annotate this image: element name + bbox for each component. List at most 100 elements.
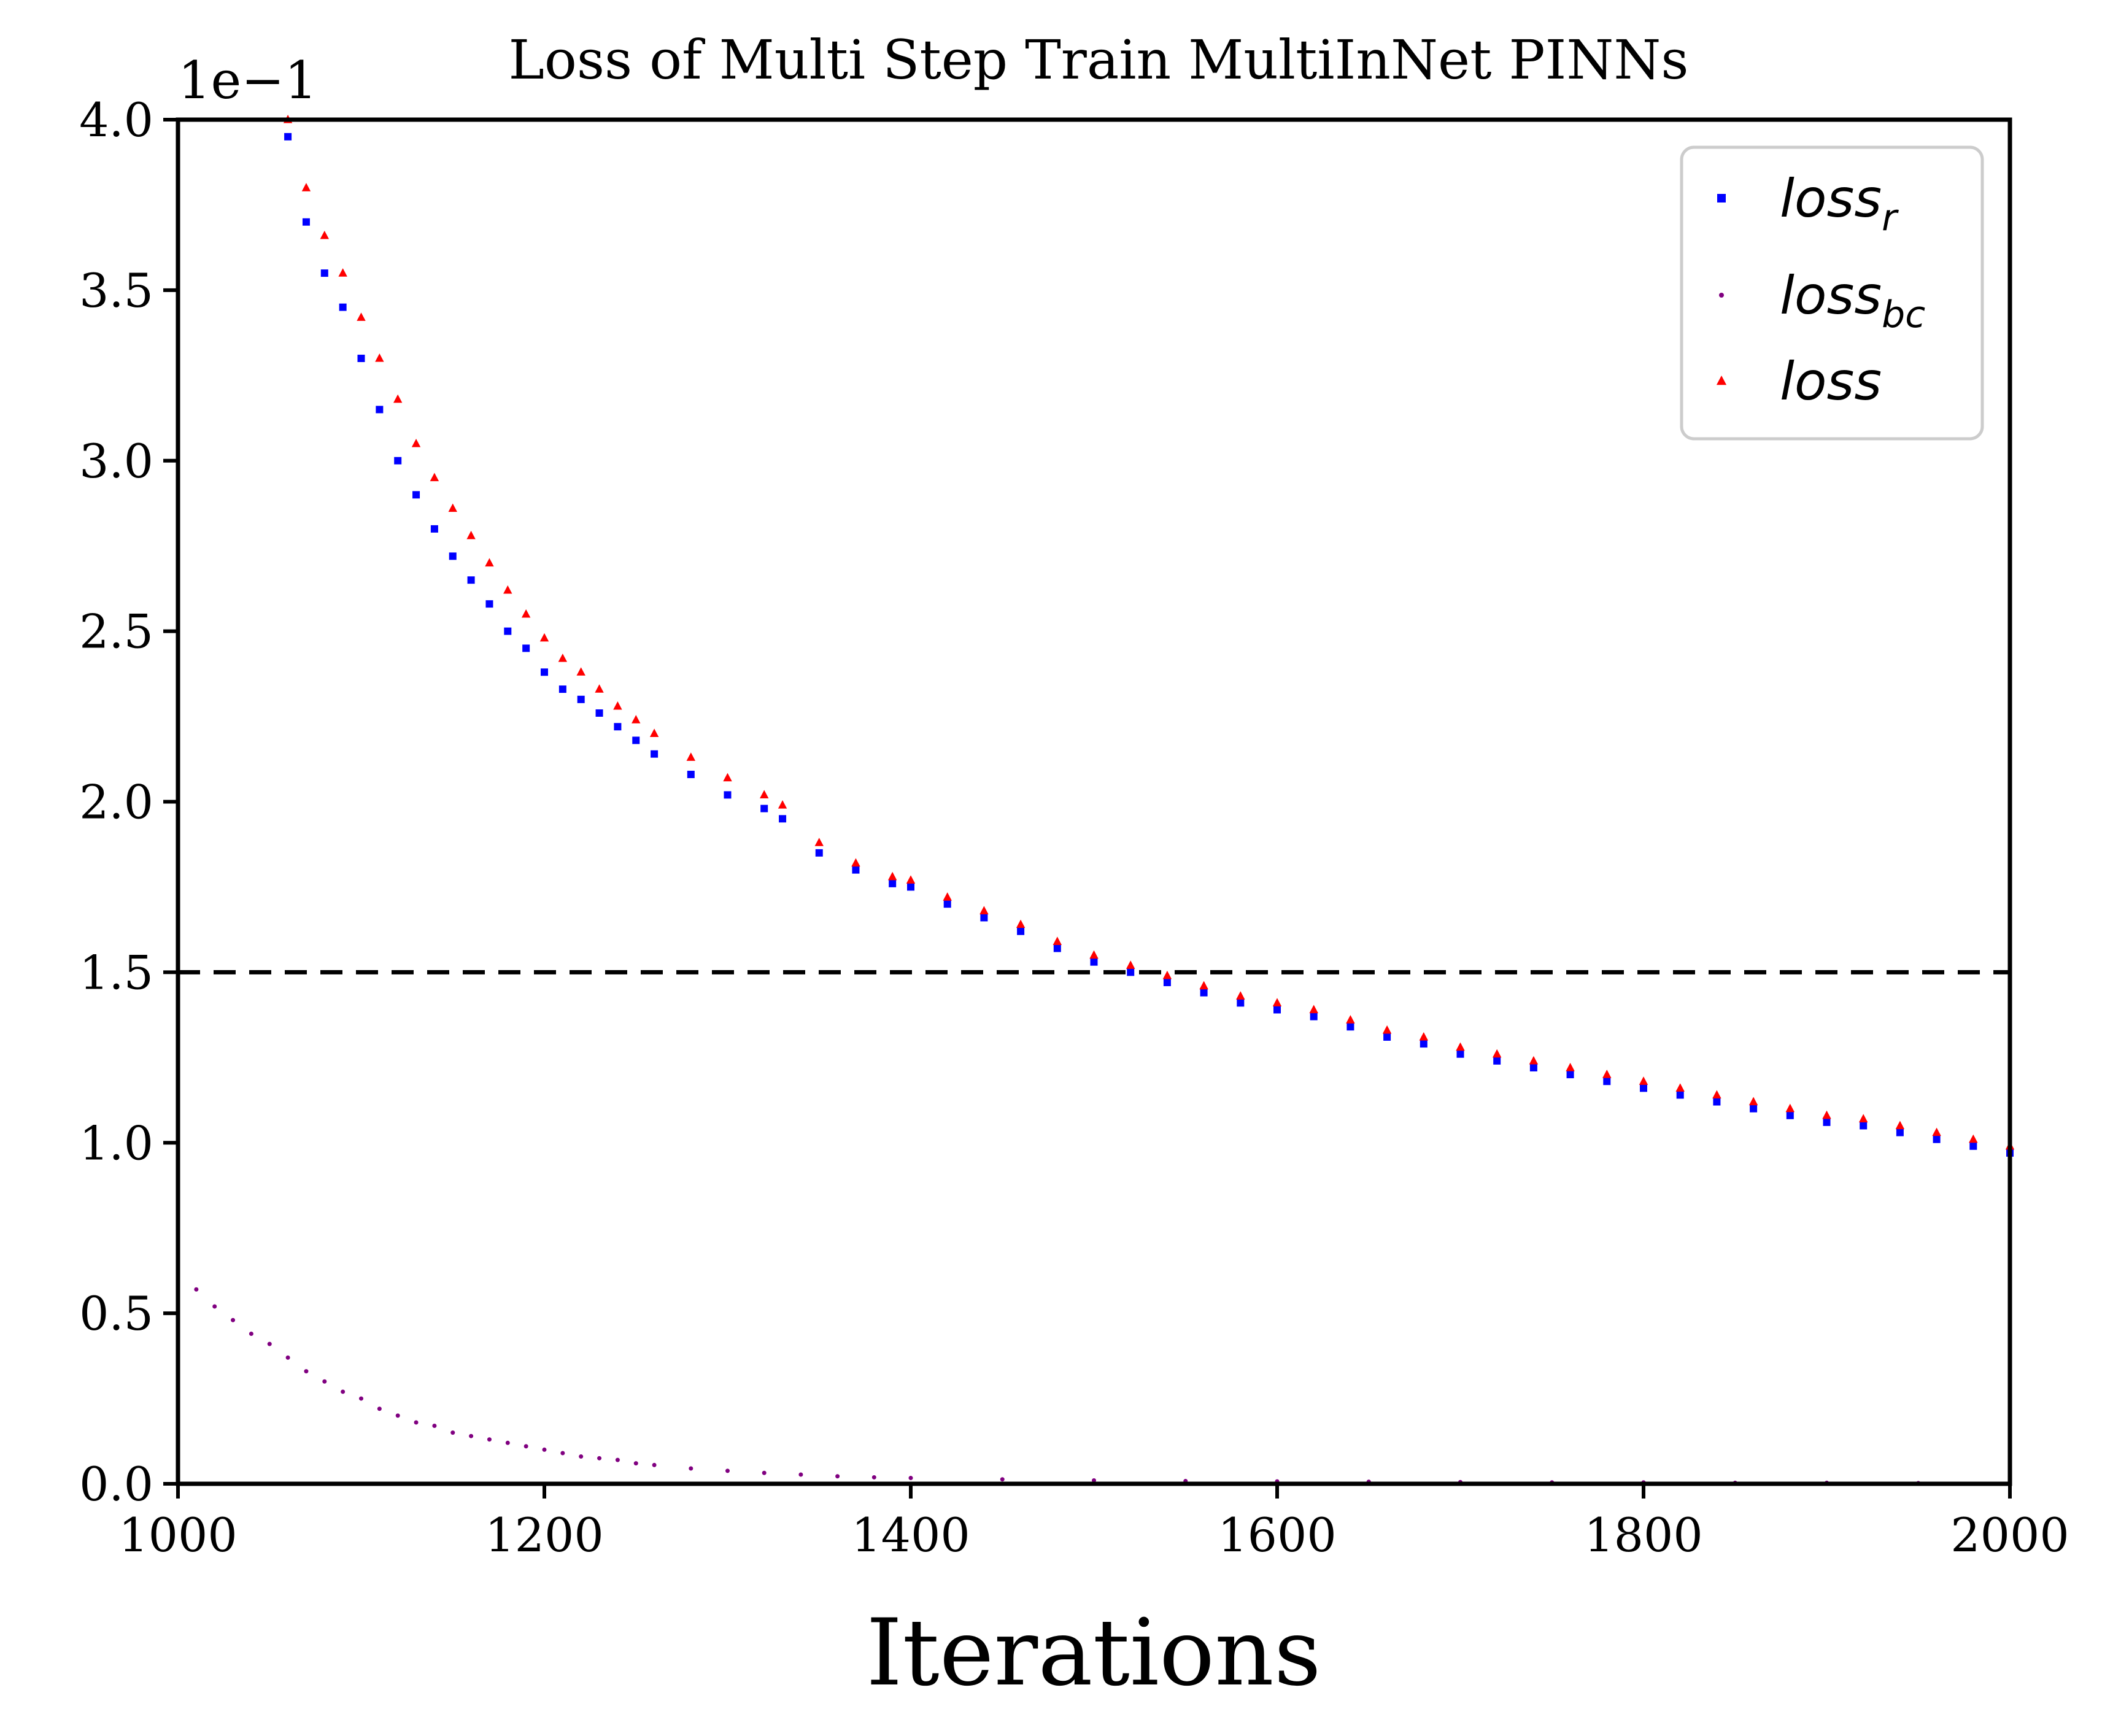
loss_r-point [779, 815, 787, 823]
loss-point [430, 473, 439, 482]
loss_r-point [522, 644, 530, 652]
loss-point [1272, 998, 1282, 1006]
loss_bc-point [487, 1437, 492, 1442]
x-tick-label: 1200 [485, 1508, 603, 1562]
loss-point [1236, 991, 1245, 1000]
loss_r-point [302, 218, 310, 226]
loss_r-point [1566, 1071, 1574, 1079]
loss_r-point [889, 879, 897, 887]
loss-point [1346, 1015, 1355, 1024]
loss-point [1566, 1062, 1575, 1071]
loss-point [851, 858, 860, 867]
loss-point [1748, 1097, 1758, 1106]
loss_r-point [284, 133, 292, 141]
loss-point [814, 838, 824, 846]
loss_bc-point [194, 1287, 199, 1292]
x-tick-label: 1000 [118, 1508, 237, 1562]
loss_r-point [1200, 989, 1208, 997]
loss_r-point [1346, 1023, 1354, 1031]
loss-point [1199, 981, 1208, 990]
loss-point [301, 183, 311, 191]
loss_r-point [1456, 1050, 1464, 1058]
loss_bc-point [579, 1454, 584, 1459]
loss-point [466, 531, 476, 539]
loss_r-point [1640, 1084, 1647, 1092]
loss_r-point [376, 406, 384, 414]
loss_r-point [1053, 944, 1061, 952]
loss_r-point [1676, 1091, 1684, 1099]
loss-point [1602, 1070, 1612, 1078]
loss-point [906, 875, 916, 884]
loss-point [943, 892, 952, 901]
loss-point [979, 906, 989, 914]
loss-point [887, 871, 897, 881]
loss-point [1969, 1134, 1978, 1143]
loss_bc-point [1092, 1478, 1096, 1483]
loss_r-point [1860, 1122, 1868, 1130]
loss_bc-point [597, 1456, 602, 1460]
loss-point [375, 353, 384, 362]
loss-point [1016, 919, 1026, 928]
loss-point [1675, 1083, 1685, 1092]
legend-marker [1717, 194, 1726, 203]
loss_r-point [485, 600, 493, 608]
loss-point [521, 609, 531, 618]
loss_bc-point [322, 1379, 327, 1384]
loss_r-point [1090, 958, 1098, 966]
loss_r-point [614, 723, 622, 731]
legend-label: loss [1780, 351, 1882, 412]
loss_r-point [504, 627, 512, 635]
loss_r-point [1383, 1033, 1391, 1041]
loss-point [1126, 960, 1135, 969]
loss_r-point [980, 914, 988, 922]
loss_r-point [357, 355, 365, 363]
loss_r-point [1017, 927, 1025, 935]
y-tick-label: 3.5 [79, 263, 153, 318]
loss_r-point [1786, 1111, 1794, 1119]
legend-label: lossr [1780, 168, 1899, 239]
x-axis-ticks: 1000 1200 1400 1600 1800 2000 [118, 1484, 2069, 1562]
loss_r-point [1750, 1105, 1758, 1113]
loss_r-point [1823, 1118, 1831, 1126]
legend: lossr lossbc loss [1680, 145, 1984, 441]
loss_bc-point [267, 1341, 272, 1346]
loss_r-point [1529, 1063, 1537, 1071]
y-tick-label: 1.0 [79, 1116, 153, 1170]
loss_bc-point [689, 1466, 693, 1471]
loss-point [539, 633, 549, 642]
loss_bc-point [835, 1474, 840, 1479]
loss-point [411, 438, 421, 447]
loss_bc-point [395, 1413, 400, 1418]
loss_r-point [760, 804, 768, 812]
loss-point [558, 654, 568, 662]
loss-point [1895, 1121, 1905, 1130]
loss-point [1932, 1127, 1941, 1136]
loss_r-point [412, 491, 420, 499]
loss_r-point [1933, 1135, 1941, 1143]
loss_r-point [651, 750, 659, 758]
loss-point [1089, 950, 1099, 959]
loss_r-point [1896, 1128, 1904, 1136]
loss_r-point [852, 866, 860, 874]
y-tick-label: 3.0 [79, 434, 153, 488]
legend-marker [1719, 293, 1724, 298]
loss_r-point [1127, 968, 1135, 976]
loss-point [485, 558, 494, 567]
loss_r-point [320, 269, 328, 277]
loss-point [595, 684, 604, 693]
x-tick-label: 1800 [1584, 1508, 1702, 1562]
loss-point [760, 790, 769, 798]
loss-point [1309, 1005, 1318, 1014]
loss_r-point [467, 576, 475, 584]
loss_bc-point [652, 1462, 657, 1467]
loss_bc-point [231, 1317, 236, 1322]
loss-point [448, 503, 457, 512]
loss_r-point [430, 525, 438, 533]
loss_bc-point [212, 1304, 217, 1309]
y-tick-label: 1.5 [79, 945, 153, 1000]
loss-point [1639, 1076, 1648, 1085]
loss-point [357, 312, 366, 321]
loss-point [1529, 1055, 1539, 1065]
loss-point [1493, 1049, 1502, 1058]
